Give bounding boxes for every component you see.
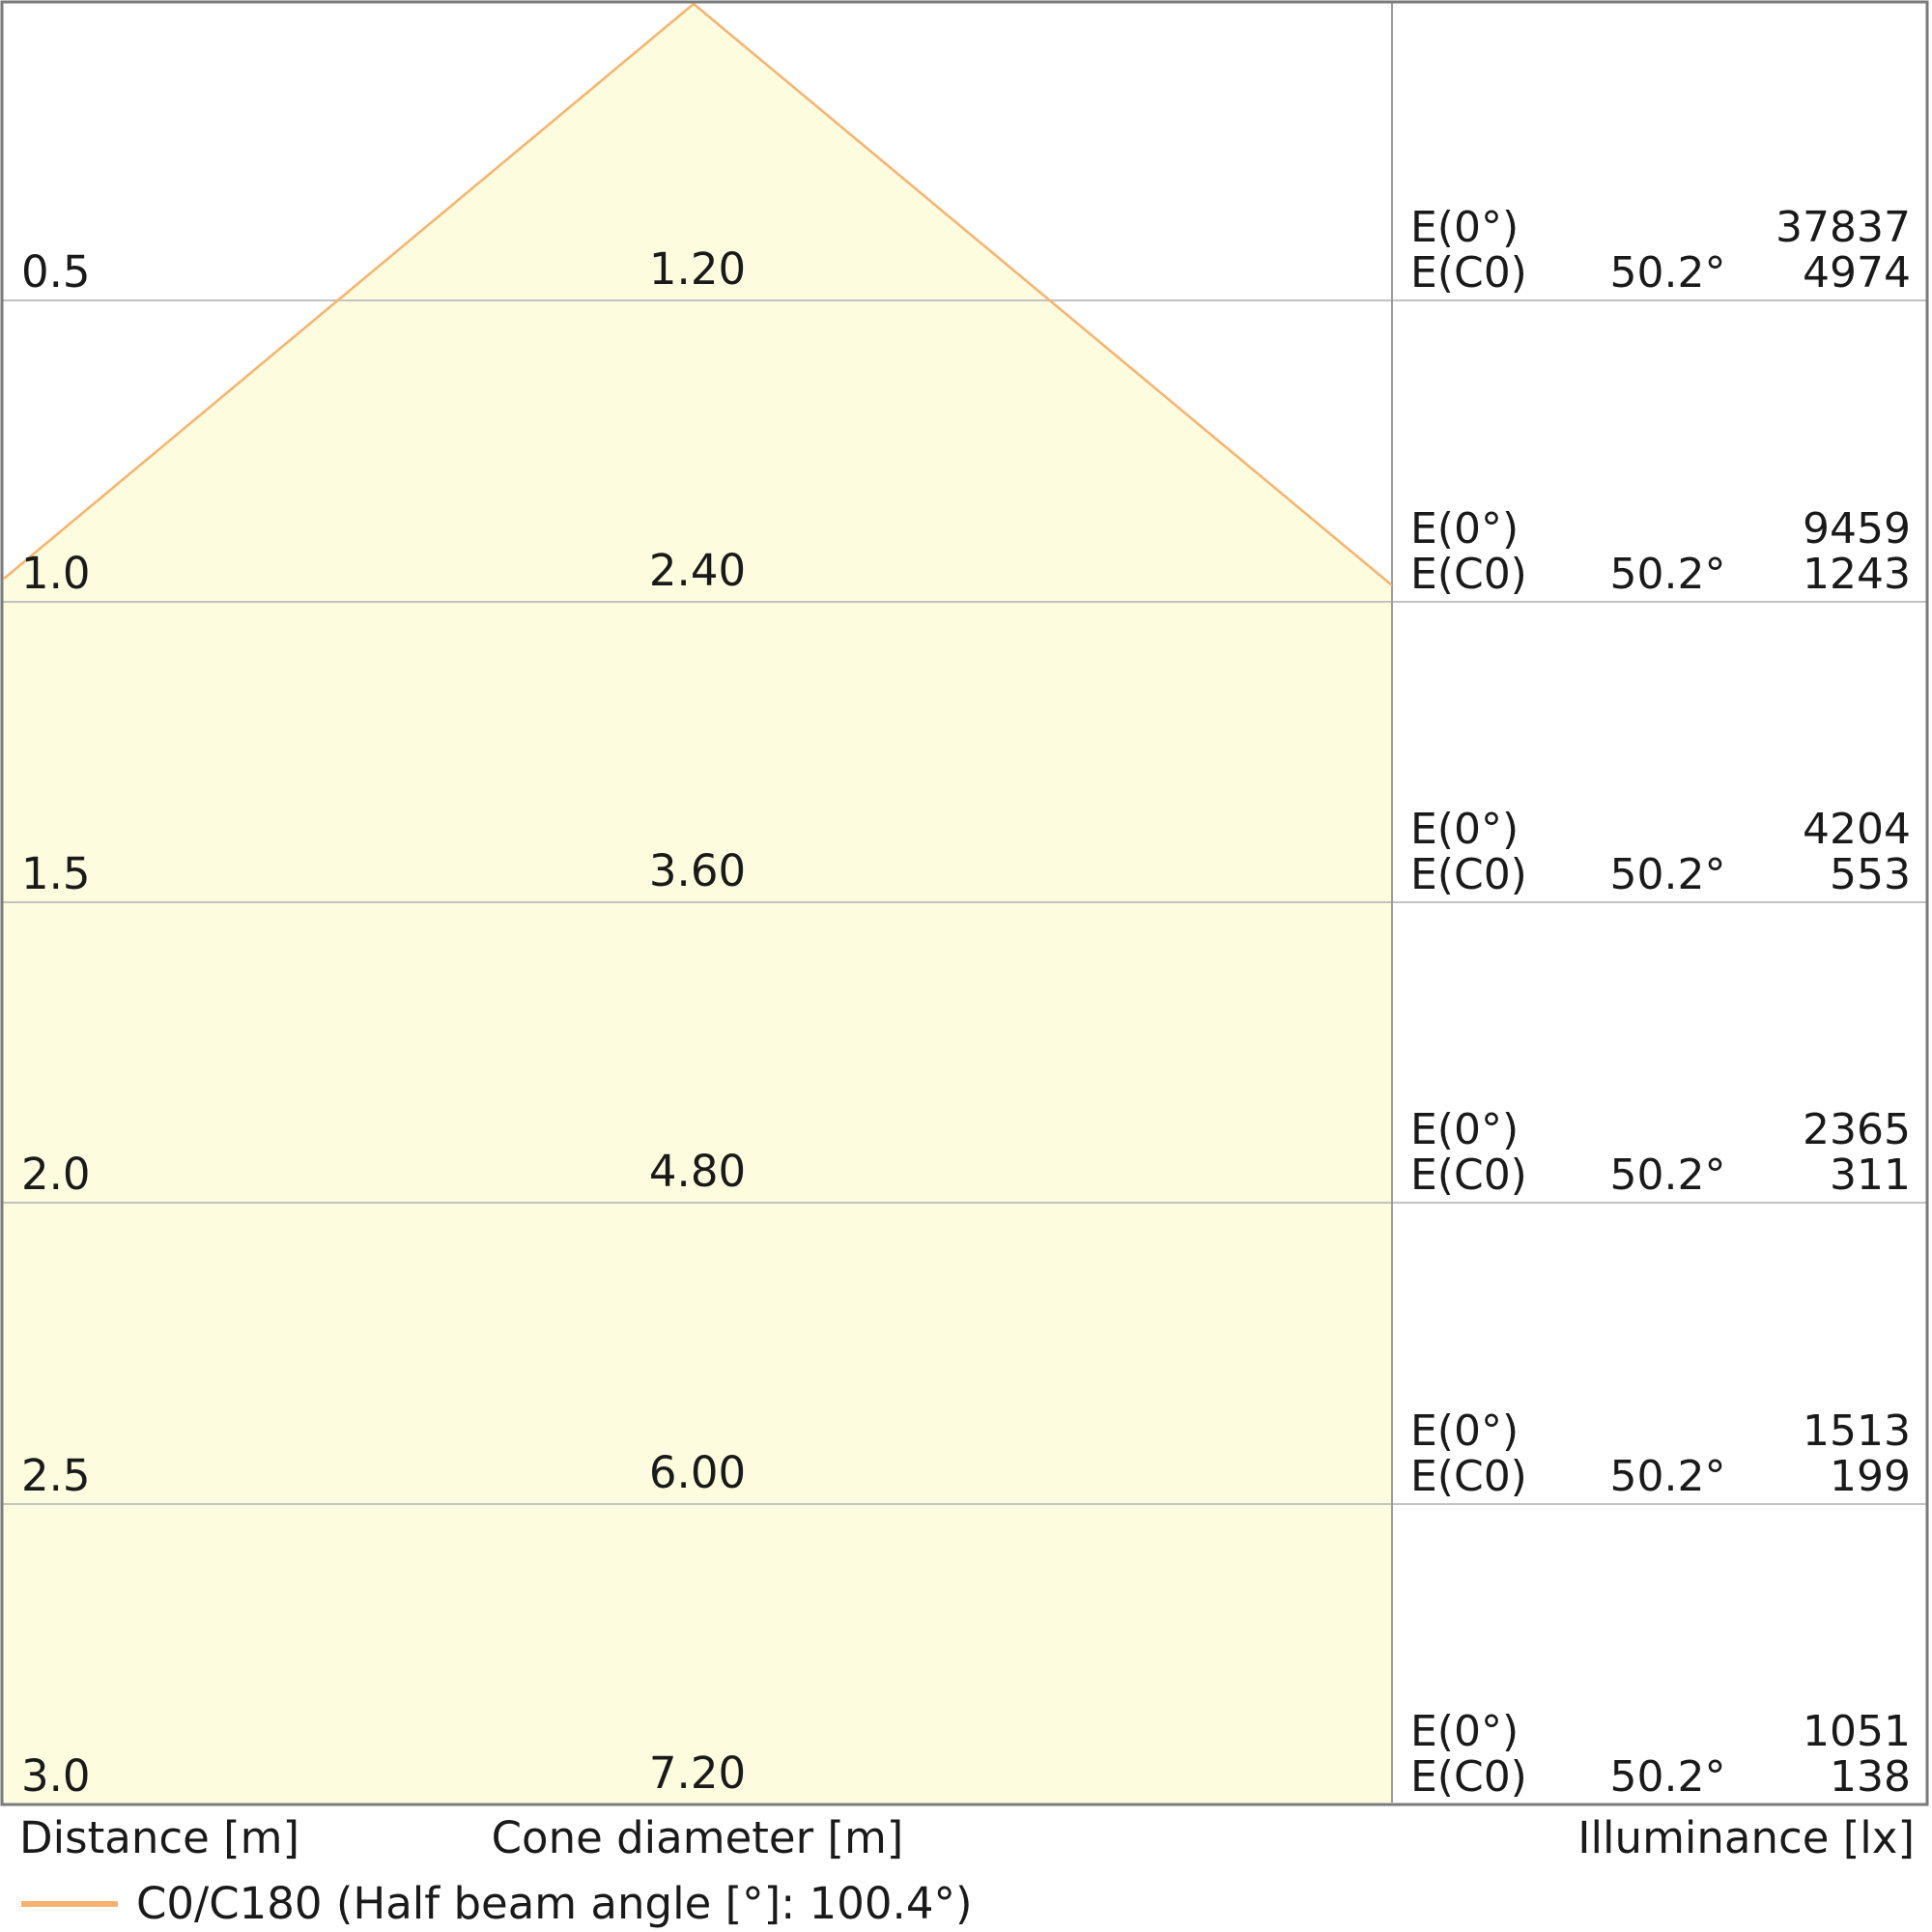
e0-line: E(0°) 2365 (1410, 1107, 1911, 1152)
ec0-label: E(C0) (1410, 1452, 1527, 1501)
distance-label-2-0: 2.0 (21, 1149, 91, 1200)
e0-line: E(0°) 1513 (1410, 1408, 1911, 1454)
illuminance-row-2-5: E(0°) 1513 E(C0) 50.2° 199 (1410, 1408, 1911, 1499)
e0-value: 4204 (1803, 805, 1911, 854)
cone-diameter-label-3-0: 7.20 (648, 1747, 747, 1799)
illuminance-row-0-5: E(0°) 37837 E(C0) 50.2° 4974 (1410, 205, 1911, 296)
ec0-label: E(C0) (1410, 1752, 1527, 1802)
cone-diameter-label-0-5: 1.20 (648, 243, 747, 295)
illuminance-axis-label: Illuminance [lx] (1577, 1812, 1915, 1863)
ec0-value: 311 (1830, 1151, 1911, 1200)
e0-value: 2365 (1803, 1105, 1911, 1154)
ec0-label: E(C0) (1410, 850, 1527, 899)
ec0-value: 4974 (1803, 248, 1911, 298)
ec0-value: 199 (1830, 1452, 1911, 1501)
cone-diameter-label-2-0: 4.80 (648, 1146, 747, 1197)
half-angle-value: 50.2° (1609, 550, 1726, 599)
e0-label: E(0°) (1410, 504, 1520, 554)
ec0-line: E(C0) 50.2° 138 (1410, 1754, 1911, 1800)
beam-edge-left (3, 3, 695, 580)
ec0-line: E(C0) 50.2° 311 (1410, 1152, 1911, 1198)
e0-value: 1513 (1803, 1406, 1911, 1456)
cone-diameter-axis-label: Cone diameter [m] (491, 1812, 904, 1863)
legend: C0/C180 (Half beam angle [°]: 100.4°) (0, 1880, 1159, 1930)
e0-label: E(0°) (1410, 1105, 1520, 1154)
ec0-value: 1243 (1803, 550, 1911, 599)
e0-line: E(0°) 9459 (1410, 506, 1911, 552)
ec0-label: E(C0) (1410, 550, 1527, 599)
e0-value: 1051 (1803, 1707, 1911, 1756)
ec0-line: E(C0) 50.2° 199 (1410, 1454, 1911, 1499)
e0-line: E(0°) 37837 (1410, 205, 1911, 250)
distance-axis-label: Distance [m] (19, 1812, 300, 1863)
chart-border (0, 0, 1929, 1806)
distance-label-1-0: 1.0 (21, 548, 91, 599)
e0-label: E(0°) (1410, 805, 1520, 854)
ec0-label: E(C0) (1410, 248, 1527, 298)
ec0-value: 553 (1830, 850, 1911, 899)
e0-line: E(0°) 1051 (1410, 1709, 1911, 1754)
legend-label: C0/C180 (Half beam angle [°]: 100.4°) (136, 1878, 973, 1929)
half-angle-value: 50.2° (1609, 1752, 1726, 1802)
beam-edge-right (693, 3, 1393, 586)
beam-line-legend-swatch (21, 1901, 118, 1907)
cone-diameter-label-2-5: 6.00 (648, 1447, 747, 1498)
ec0-line: E(C0) 50.2° 553 (1410, 852, 1911, 897)
half-angle-value: 50.2° (1609, 1452, 1726, 1501)
half-angle-value: 50.2° (1609, 850, 1726, 899)
half-angle-value: 50.2° (1609, 1151, 1726, 1200)
e0-value: 37837 (1776, 203, 1911, 252)
illuminance-row-1-5: E(0°) 4204 E(C0) 50.2° 553 (1410, 807, 1911, 897)
illuminance-row-3-0: E(0°) 1051 E(C0) 50.2° 138 (1410, 1709, 1911, 1800)
cone-diameter-label-1-0: 2.40 (648, 545, 747, 596)
e0-line: E(0°) 4204 (1410, 807, 1911, 852)
distance-label-1-5: 1.5 (21, 848, 91, 899)
e0-value: 9459 (1803, 504, 1911, 554)
distance-label-3-0: 3.0 (21, 1750, 91, 1802)
beam-edge-lines (3, 3, 1393, 586)
distance-label-0-5: 0.5 (21, 246, 91, 298)
half-angle-value: 50.2° (1609, 248, 1726, 298)
ec0-label: E(C0) (1410, 1151, 1527, 1200)
illuminance-row-1-0: E(0°) 9459 E(C0) 50.2° 1243 (1410, 506, 1911, 597)
e0-label: E(0°) (1410, 1707, 1520, 1756)
e0-label: E(0°) (1410, 203, 1520, 252)
ec0-value: 138 (1830, 1752, 1911, 1802)
distance-label-2-5: 2.5 (21, 1450, 91, 1501)
illuminance-row-2-0: E(0°) 2365 E(C0) 50.2° 311 (1410, 1107, 1911, 1198)
e0-label: E(0°) (1410, 1406, 1520, 1456)
distance-gridlines (3, 299, 1927, 1505)
ec0-line: E(C0) 50.2° 1243 (1410, 552, 1911, 597)
cone-diameter-label-1-5: 3.60 (648, 845, 747, 896)
ec0-line: E(C0) 50.2° 4974 (1410, 250, 1911, 296)
